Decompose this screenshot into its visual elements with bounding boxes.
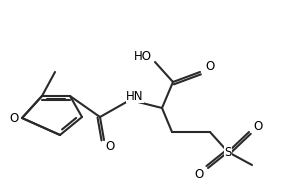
Text: S: S [224,146,232,158]
Text: HN: HN [126,89,144,102]
Text: O: O [9,112,19,125]
Text: O: O [205,61,215,73]
Text: O: O [105,141,115,153]
Text: O: O [194,167,204,181]
Text: HO: HO [134,50,152,63]
Text: O: O [253,121,263,134]
